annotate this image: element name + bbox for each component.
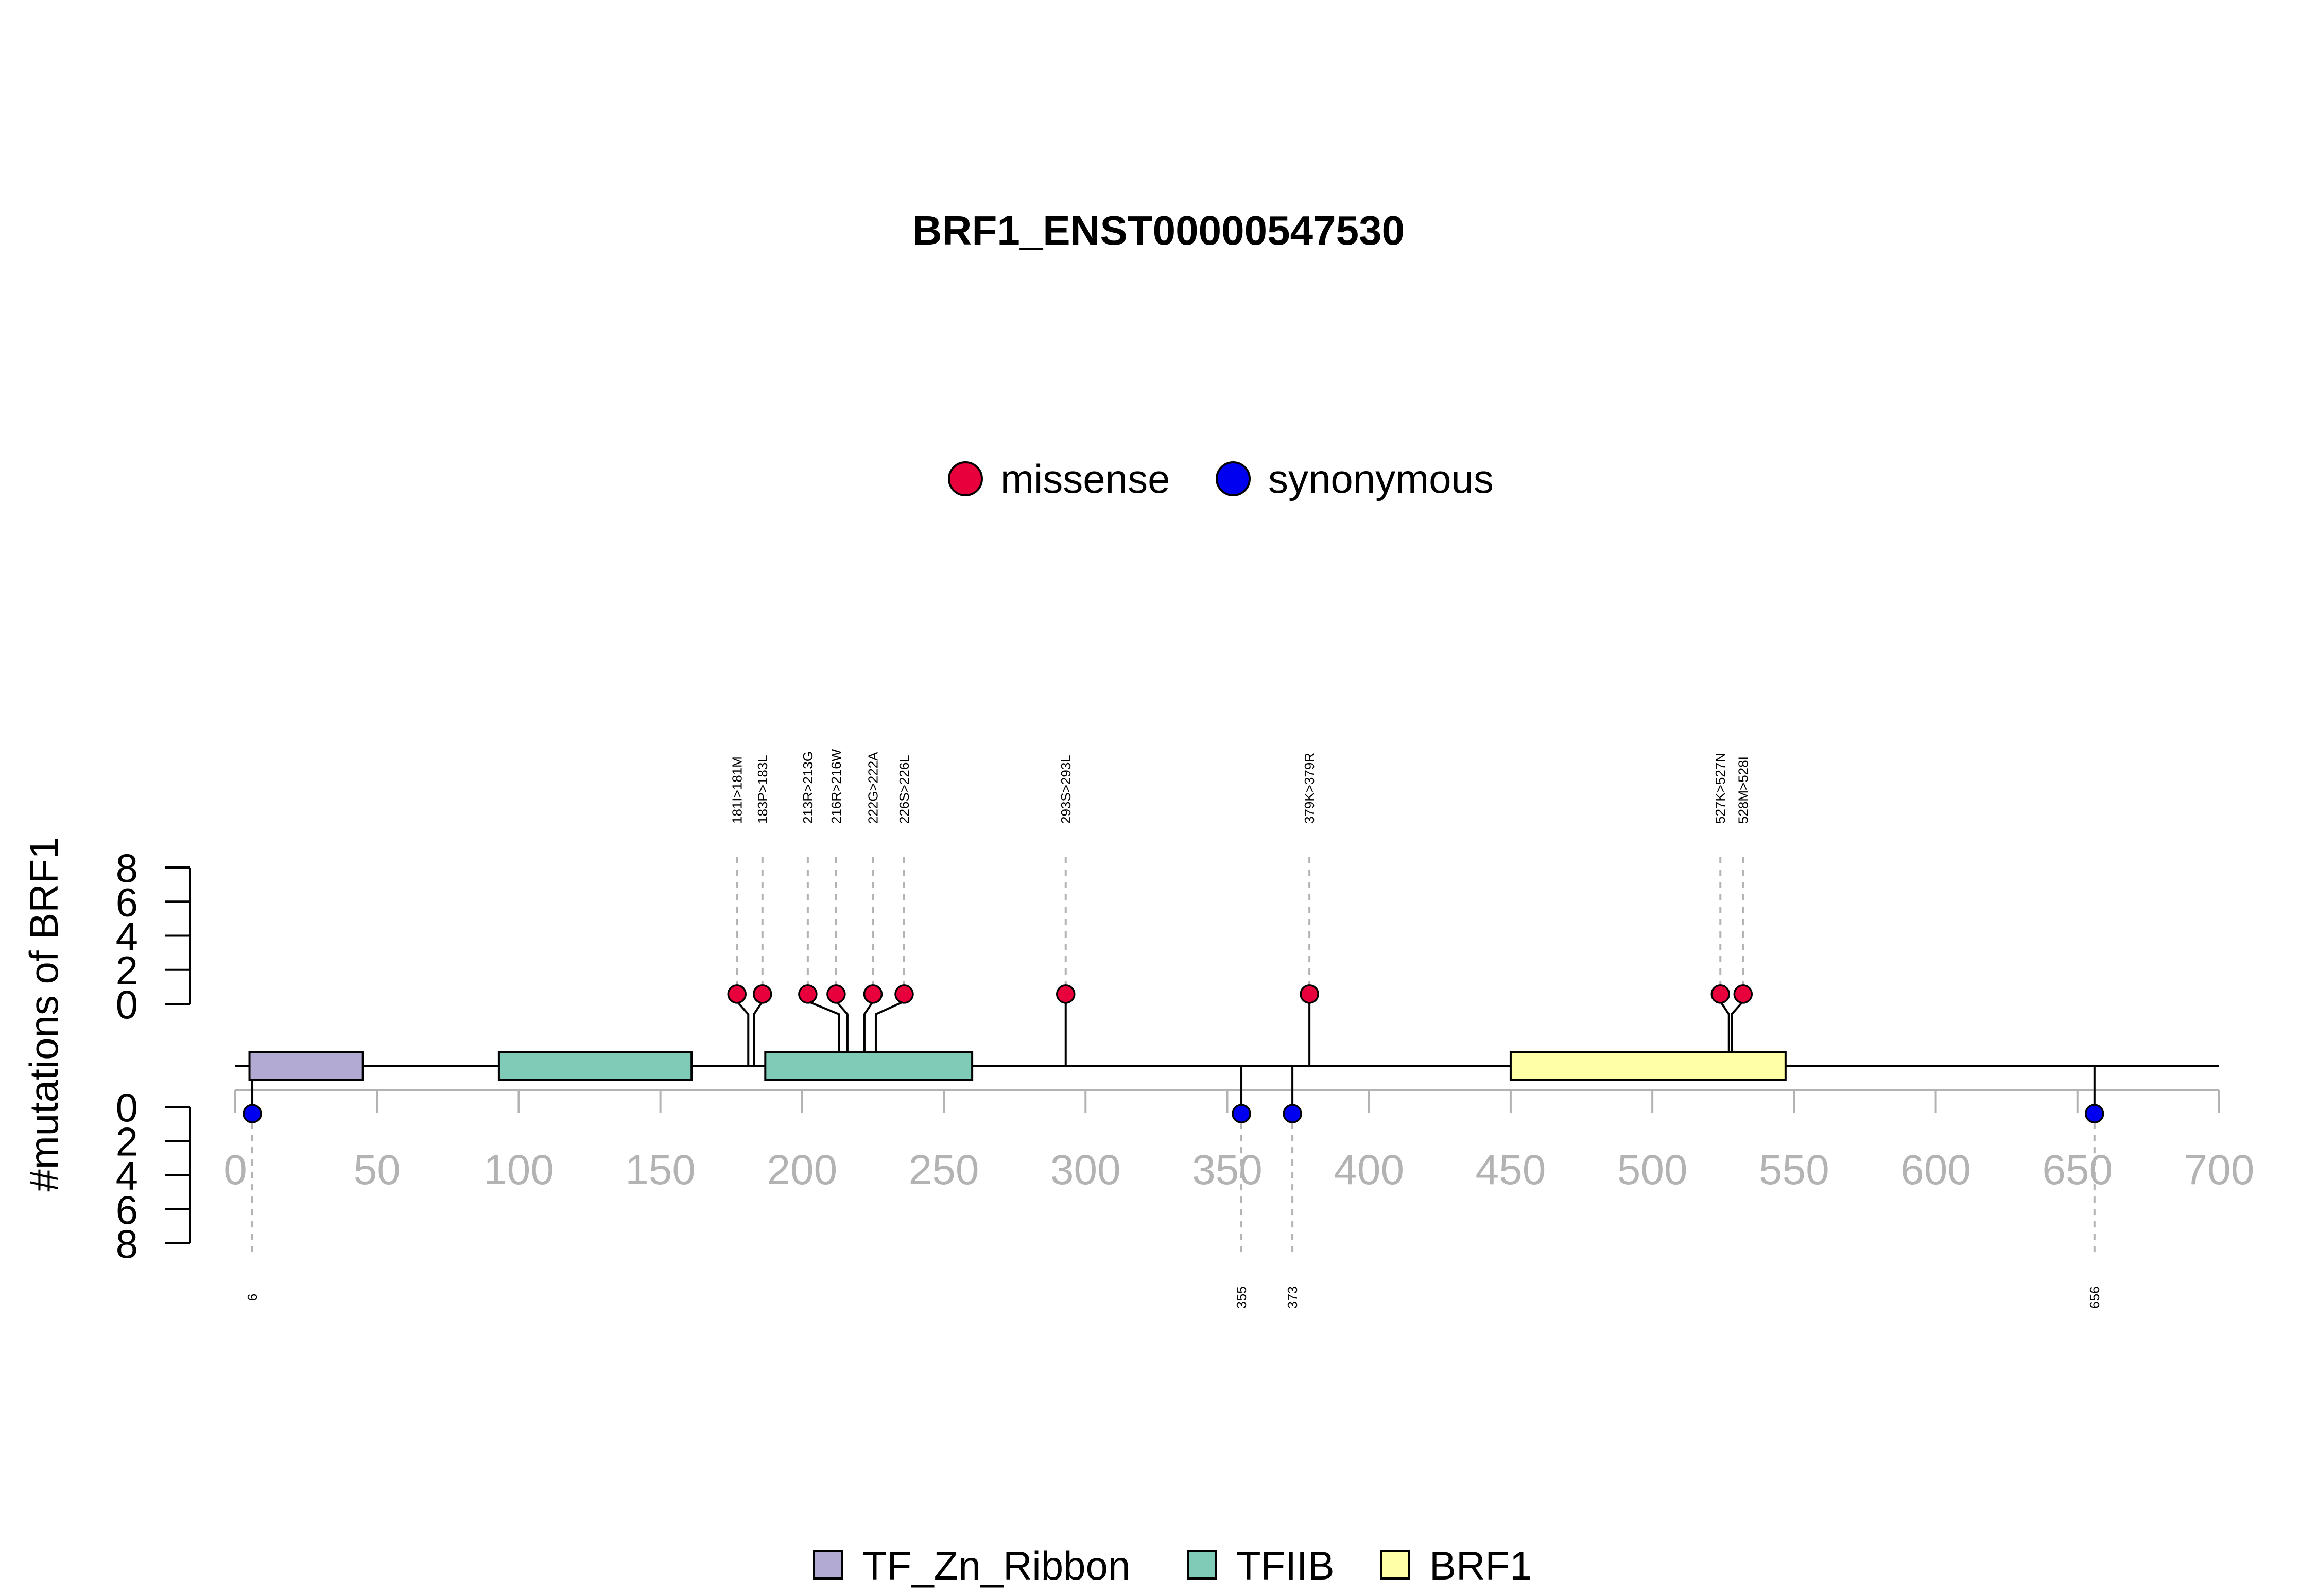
y-tick-label-upper-6: 6: [116, 879, 138, 925]
mutation-label-183P>183L: 183P>183L: [755, 755, 770, 824]
chart-title: BRF1_ENST00000547530: [912, 207, 1405, 253]
x-tick-label-400: 400: [1334, 1147, 1404, 1193]
legend-top: missense synonymous: [948, 456, 1494, 501]
legend-key-BRF1: [1380, 1550, 1410, 1580]
legend-bottom: TF_Zn_Ribbon TFIIB BRF1: [813, 1543, 1532, 1588]
mutation-label-216R>216W: 216R>216W: [828, 749, 844, 824]
x-tick-label-550: 550: [1759, 1147, 1829, 1193]
x-tick-label-0: 0: [223, 1147, 247, 1193]
legend-key-TFIIB: [1187, 1550, 1217, 1580]
y-tick-label-lower-0: 0: [116, 1085, 138, 1130]
y-tick-label-upper-8: 8: [116, 845, 138, 891]
mutation-label-226S>226L: 226S>226L: [896, 755, 912, 824]
x-tick-label-700: 700: [2184, 1147, 2255, 1193]
y-tick-label-upper-2: 2: [116, 948, 138, 993]
x-axis: 0 50 100 150 200 250 300 350 400 450 500 550 600 650 7…: [223, 1089, 2255, 1193]
mutation-label-293S>293L: 293S>293L: [1058, 755, 1074, 824]
mutation-point-355: [1232, 1104, 1251, 1123]
y-tick-label-lower-6: 6: [116, 1187, 138, 1233]
mutation-label-527K>527N: 527K>527N: [1713, 753, 1728, 824]
mutation-point-373: [1283, 1104, 1302, 1123]
y-tick-label-upper-0: 0: [116, 982, 138, 1027]
x-tick-label-50: 50: [354, 1147, 401, 1193]
stem-181I>181M: [736, 994, 750, 1066]
domain-TFIIB-1: [497, 1051, 693, 1081]
legend-label-TFIIB: TFIIB: [1236, 1543, 1335, 1588]
mutation-point-222G>222A: [863, 984, 883, 1004]
mutation-points: [243, 984, 2104, 1123]
y-tick-label-lower-8: 8: [116, 1221, 138, 1267]
mutation-point-183P>183L: [753, 984, 772, 1004]
mutation-point-293S>293L: [1056, 984, 1076, 1004]
y-tick-label-lower-2: 2: [116, 1119, 138, 1164]
mutation-label-6: 6: [245, 1294, 260, 1301]
x-tick-label-300: 300: [1050, 1147, 1121, 1193]
mutation-label-379K>379R: 379K>379R: [1302, 753, 1317, 824]
mutation-point-226S>226L: [894, 984, 914, 1004]
mutation-label-355: 355: [1234, 1286, 1249, 1308]
legend-label-missense: missense: [1000, 456, 1170, 501]
x-tick-label-200: 200: [767, 1147, 837, 1193]
mutation-label-222G>222A: 222G>222A: [865, 752, 880, 824]
mutation-label-656: 656: [2087, 1286, 2102, 1308]
mutation-label-213R>213G: 213R>213G: [800, 751, 816, 824]
guide-lines: [251, 857, 2096, 1256]
legend-label-TF_Zn_Ribbon: TF_Zn_Ribbon: [862, 1543, 1130, 1588]
domain-BRF1-3: [1509, 1051, 1787, 1081]
legend-key-TF_Zn_Ribbon: [813, 1550, 843, 1580]
mutation-point-213R>213G: [798, 984, 818, 1004]
mutation-point-528M>528I: [1733, 984, 1753, 1004]
domain-TFIIB-2: [764, 1051, 974, 1081]
mutation-label-373: 373: [1285, 1286, 1300, 1308]
mutation-point-527K>527N: [1710, 984, 1730, 1004]
y-axis-label: #mutations of BRF1: [21, 837, 66, 1191]
domain-TF_Zn_Ribbon-0: [248, 1051, 364, 1081]
mutation-point-216R>216W: [826, 984, 846, 1004]
x-tick-label-500: 500: [1617, 1147, 1688, 1193]
legend-label-synonymous: synonymous: [1268, 456, 1494, 501]
x-tick-label-150: 150: [625, 1147, 696, 1193]
x-tick-label-650: 650: [2042, 1147, 2113, 1193]
mutation-point-379K>379R: [1300, 984, 1319, 1004]
x-tick-label-600: 600: [1900, 1147, 1971, 1193]
y-tick-label-upper-4: 4: [116, 914, 138, 959]
legend-key-synonymous: [1216, 461, 1251, 496]
x-tick-label-250: 250: [909, 1147, 979, 1193]
mutation-point-6: [243, 1104, 262, 1123]
legend-label-BRF1: BRF1: [1429, 1543, 1532, 1588]
mutation-label-528M>528I: 528M>528I: [1735, 756, 1751, 824]
x-tick-label-350: 350: [1192, 1147, 1263, 1193]
mutation-point-656: [2085, 1104, 2104, 1123]
y-tick-label-lower-4: 4: [116, 1153, 138, 1199]
protein-domains: [248, 1051, 1787, 1081]
stem-183P>183L: [753, 994, 764, 1066]
mutation-labels: 181I>181M 183P>183L 213R>213G 216R>216W 222G…: [245, 749, 2102, 1308]
mutation-label-181I>181M: 181I>181M: [729, 756, 745, 824]
mutation-point-181I>181M: [727, 984, 747, 1004]
legend-key-missense: [948, 461, 983, 496]
x-tick-label-450: 450: [1476, 1147, 1546, 1193]
x-tick-label-100: 100: [483, 1147, 554, 1193]
